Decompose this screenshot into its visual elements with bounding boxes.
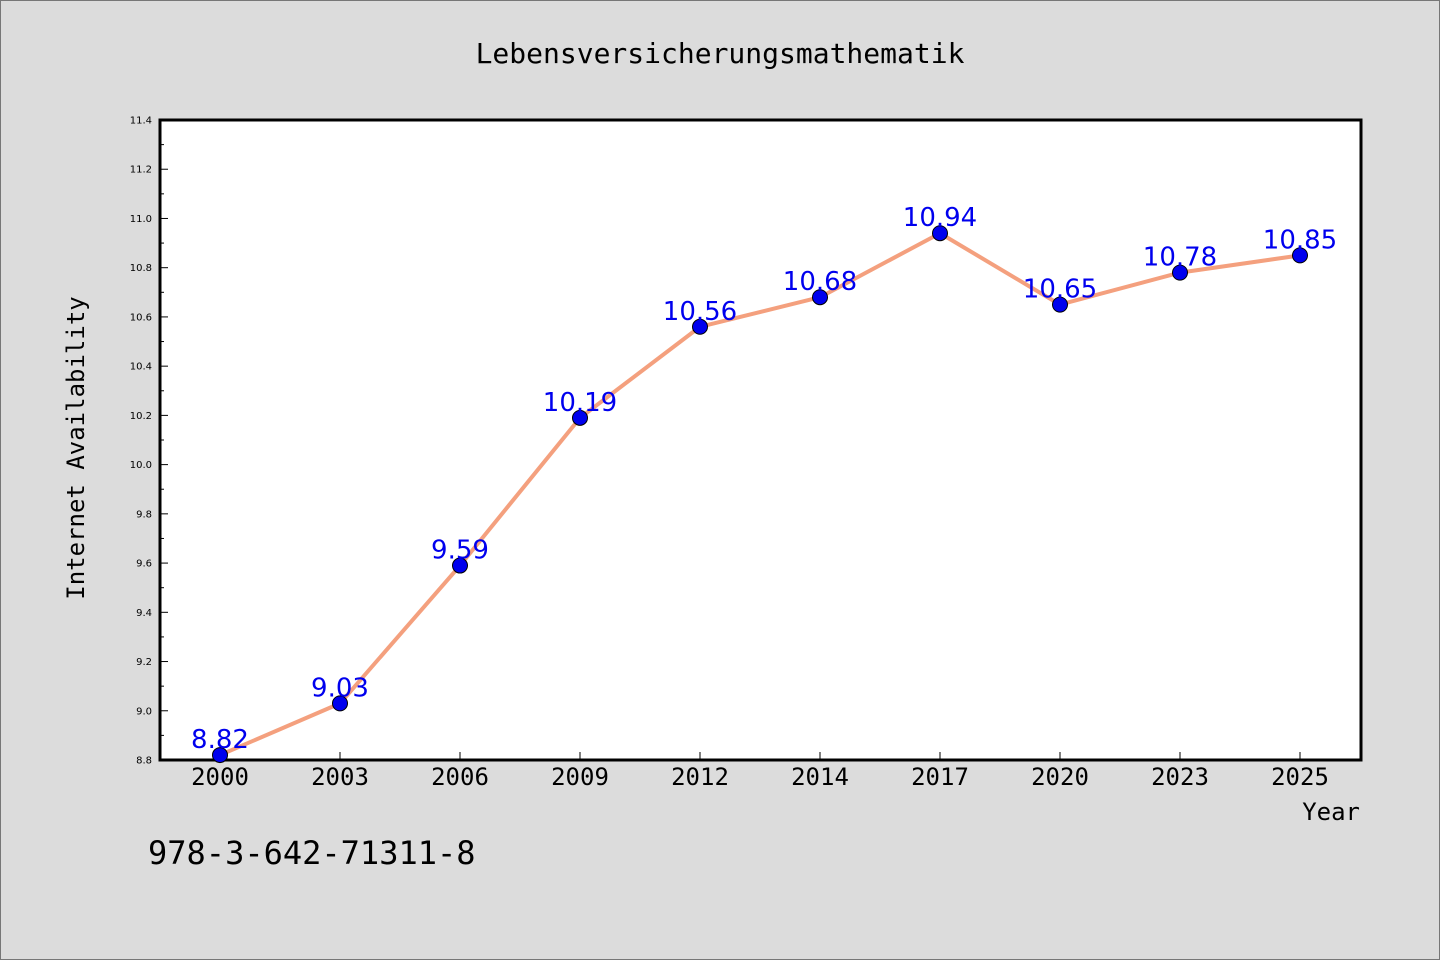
data-label: 10.85	[1263, 225, 1337, 255]
data-point	[452, 557, 468, 574]
y-axis: 8.8 9.0 9.2 9.4 9.6 9.8 10.0 10.2 10.4 10.6 10.8 11…	[130, 116, 168, 767]
y-tick-label: 9.8	[136, 509, 152, 520]
data-label: 10.94	[903, 203, 977, 233]
footer-isbn: 978-3-642-71311-8	[148, 834, 476, 872]
chart-title: Lebensversicherungsmathematik	[476, 37, 965, 70]
x-tick-label: 2006	[431, 763, 489, 791]
data-point	[1292, 247, 1308, 264]
data-label: 9.59	[431, 536, 489, 566]
y-tick-label: 10.8	[130, 263, 152, 274]
data-label: 10.19	[543, 388, 617, 418]
x-tick-label: 2025	[1271, 763, 1329, 791]
data-point	[572, 409, 588, 426]
data-label: 10.65	[1023, 275, 1097, 305]
y-tick-label: 11.0	[130, 214, 152, 225]
x-tick-label: 2017	[911, 763, 969, 791]
y-tick-label: 10.0	[130, 460, 152, 471]
x-tick-label: 2014	[791, 763, 849, 791]
x-tick-label: 2009	[551, 763, 609, 791]
data-point	[212, 747, 228, 764]
y-axis-label: Internet Availability	[62, 296, 90, 599]
y-tick-label: 11.4	[130, 116, 152, 127]
y-tick-label: 10.4	[130, 362, 152, 373]
y-tick-label: 9.4	[136, 608, 152, 619]
x-tick-label: 2000	[191, 763, 249, 791]
y-tick-label: 8.8	[136, 756, 152, 767]
x-tick-label: 2012	[671, 763, 729, 791]
x-axis: 2000 2003 2006 2009 2012 2014 2017 2020 2023 2025	[191, 752, 1329, 791]
data-point	[332, 695, 348, 712]
data-label: 9.03	[311, 673, 369, 703]
series-line	[218, 231, 1302, 758]
data-point	[692, 318, 708, 335]
data-label: 10.78	[1143, 243, 1217, 273]
y-tick-label: 10.6	[130, 312, 152, 323]
plot-area	[158, 118, 1363, 762]
data-point	[812, 289, 828, 306]
y-tick-label: 10.2	[130, 411, 152, 422]
data-label: 10.56	[663, 297, 737, 327]
y-tick-label: 9.2	[136, 657, 152, 668]
data-point	[1172, 264, 1188, 281]
y-tick-label: 9.0	[136, 706, 152, 717]
data-label: 10.68	[783, 267, 857, 297]
y-tick-label: 11.2	[130, 165, 152, 176]
x-tick-label: 2023	[1151, 763, 1209, 791]
y-tick-label: 9.6	[136, 559, 152, 570]
x-tick-label: 2003	[311, 763, 369, 791]
data-point	[932, 225, 948, 242]
x-axis-label: Year	[1302, 798, 1360, 826]
series-layer: 8.82 9.03 9.59 10.19 10.56 10.68 10.94 10.65 10.…	[191, 203, 1337, 764]
data-label: 8.82	[191, 725, 249, 755]
x-tick-label: 2020	[1031, 763, 1089, 791]
data-point	[1052, 296, 1068, 313]
